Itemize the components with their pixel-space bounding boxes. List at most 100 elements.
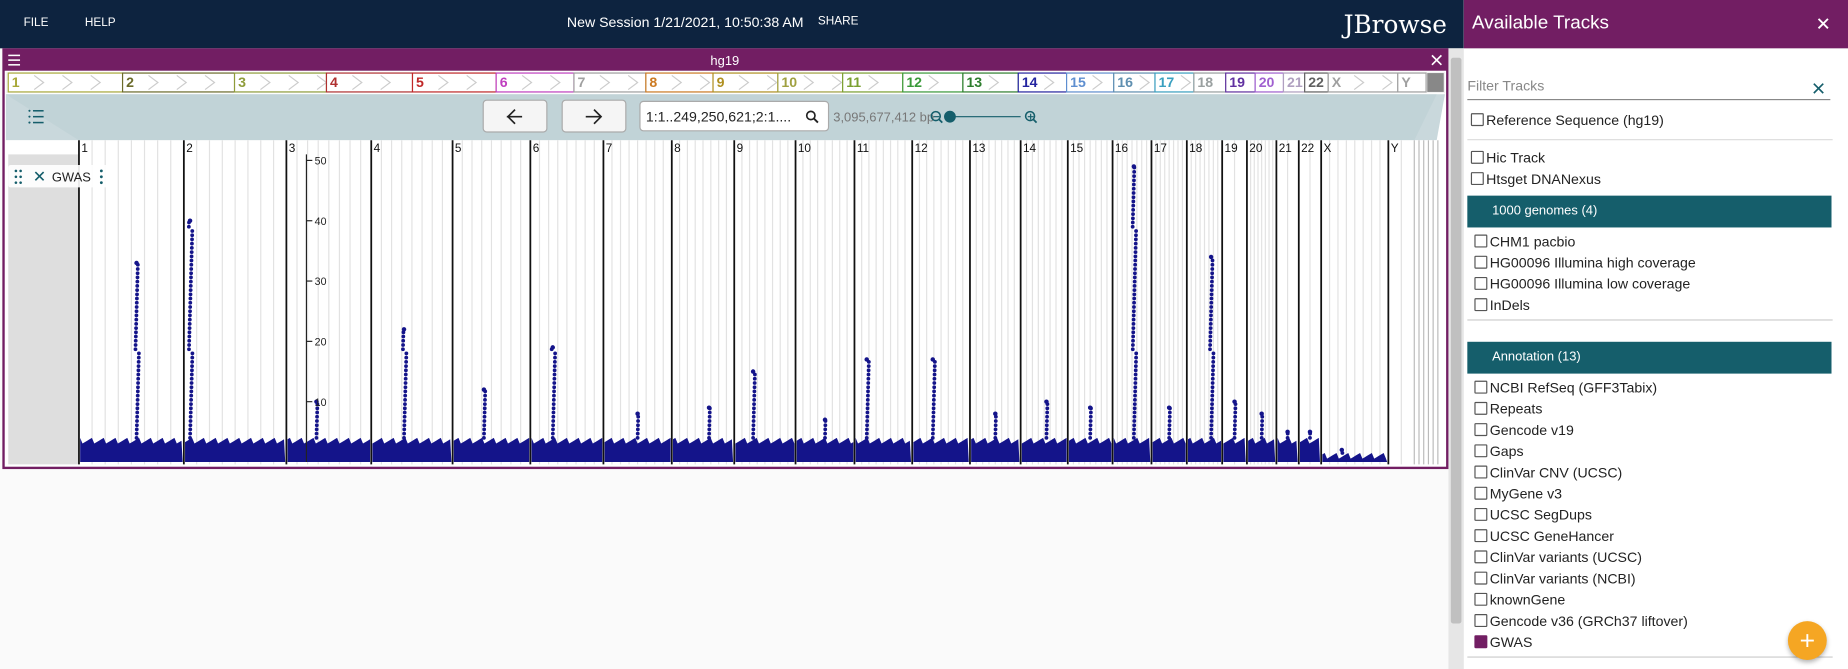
search-handle — [813, 117, 819, 124]
divider — [1467, 319, 1833, 321]
checkbox[interactable] — [1474, 234, 1488, 248]
track-row: knownGene — [1474, 589, 1828, 610]
ruler-label: 18 — [1189, 142, 1203, 155]
peak-column — [186, 218, 195, 440]
add-button[interactable] — [1787, 621, 1827, 660]
checkbox[interactable] — [1474, 380, 1488, 394]
snp-dot — [993, 419, 998, 423]
scroll-thumb[interactable] — [1450, 57, 1462, 624]
snp-dot — [188, 419, 193, 423]
zoom-icon[interactable] — [1024, 110, 1036, 122]
snp-dot — [188, 313, 192, 318]
snp-dot — [1308, 435, 1312, 440]
snp-dot — [1132, 169, 1137, 174]
snp-dot — [402, 427, 407, 432]
category-header[interactable]: 1000 genomes (4) — [1467, 195, 1832, 228]
y-tick-label: 50 — [315, 156, 327, 168]
snp-dot — [551, 402, 556, 406]
checkbox[interactable] — [1470, 150, 1484, 164]
ruler-label: 17 — [1154, 142, 1167, 155]
checkbox[interactable] — [1474, 255, 1488, 269]
checkbox[interactable] — [1470, 172, 1484, 186]
snp-dot — [993, 435, 998, 440]
location-box[interactable] — [639, 100, 830, 132]
clear-filter[interactable] — [1813, 82, 1825, 94]
chevron — [148, 74, 159, 91]
category-header[interactable]: Annotation (13) — [1467, 341, 1832, 374]
filter-input[interactable]: Filter Tracks — [1467, 73, 1831, 101]
snp-dot — [931, 397, 936, 402]
baseline-band — [1152, 437, 1186, 462]
snp-dot — [931, 414, 936, 419]
menu-button[interactable]: HELP — [85, 16, 119, 29]
track-label: GWAS — [1489, 634, 1533, 651]
track-label: knownGene — [1489, 591, 1566, 609]
snp-dot — [1132, 275, 1137, 280]
snp-dot — [482, 427, 487, 432]
zoom-icon[interactable] — [930, 110, 942, 122]
scrollbar — [1448, 48, 1464, 669]
checkbox[interactable] — [1474, 276, 1488, 290]
checkbox[interactable] — [1474, 465, 1488, 479]
snp-dot — [1209, 292, 1214, 297]
checkbox[interactable] — [1474, 401, 1488, 415]
ruler-label: 8 — [674, 142, 681, 155]
snp-dot — [866, 368, 871, 373]
checkbox[interactable] — [1470, 113, 1484, 127]
track-row: HG00096 Illumina low coverage — [1474, 273, 1828, 294]
close-button[interactable] — [1816, 16, 1830, 30]
snp-dot — [135, 296, 139, 301]
snp-dot — [1209, 283, 1214, 288]
snp-dot — [865, 406, 870, 411]
overview-label: 3 — [238, 74, 246, 90]
snp-dot — [402, 406, 407, 411]
snp-dot — [552, 385, 557, 390]
snp-dot — [1131, 330, 1136, 335]
checkbox[interactable] — [1474, 444, 1488, 458]
snp-dot — [136, 355, 141, 360]
share-button[interactable]: SHARE — [810, 15, 859, 28]
checkbox[interactable] — [1474, 507, 1488, 521]
checkbox[interactable] — [1474, 592, 1488, 606]
menu-button[interactable]: FILE — [24, 16, 52, 29]
snp-dot — [707, 427, 712, 432]
snp-dot — [1131, 191, 1136, 195]
checkbox[interactable] — [1474, 423, 1488, 437]
checkbox[interactable] — [1474, 550, 1488, 564]
snp-dot — [403, 385, 408, 390]
snp-dot — [1210, 279, 1214, 284]
snp-dot — [1233, 419, 1237, 423]
snp-dot — [1167, 427, 1172, 432]
snp-dot — [482, 435, 486, 440]
chevron — [176, 74, 188, 91]
snp-dot — [1232, 399, 1237, 404]
snp-dot — [188, 423, 193, 428]
snp-dot — [1131, 309, 1136, 314]
snp-dot — [823, 427, 828, 432]
chevron — [738, 74, 750, 91]
snp-dot — [404, 368, 408, 373]
zoom-thumb[interactable] — [944, 110, 956, 123]
checkbox[interactable] — [1474, 571, 1488, 585]
checkbox[interactable] — [1474, 529, 1488, 543]
checkbox[interactable] — [1474, 298, 1488, 312]
ruler-label: Y — [1391, 142, 1399, 155]
snp-dot — [752, 376, 757, 381]
snp-dot — [1132, 406, 1137, 411]
checkbox[interactable] — [1474, 614, 1488, 627]
snp-dot — [1132, 414, 1137, 419]
close-track[interactable] — [34, 171, 45, 181]
checkbox[interactable] — [1474, 635, 1488, 649]
checkbox[interactable] — [1474, 486, 1488, 500]
snp-dot — [190, 241, 194, 246]
snp-dot — [403, 376, 408, 381]
snp-dot — [1133, 241, 1138, 246]
overview-label: 2 — [126, 74, 134, 90]
snp-dot — [931, 419, 936, 423]
y-tick-label: 30 — [315, 276, 327, 288]
snp-dot — [752, 381, 757, 385]
overview-label: 19 — [1229, 74, 1245, 90]
snp-dot — [823, 431, 828, 436]
snp-dot — [189, 254, 194, 259]
